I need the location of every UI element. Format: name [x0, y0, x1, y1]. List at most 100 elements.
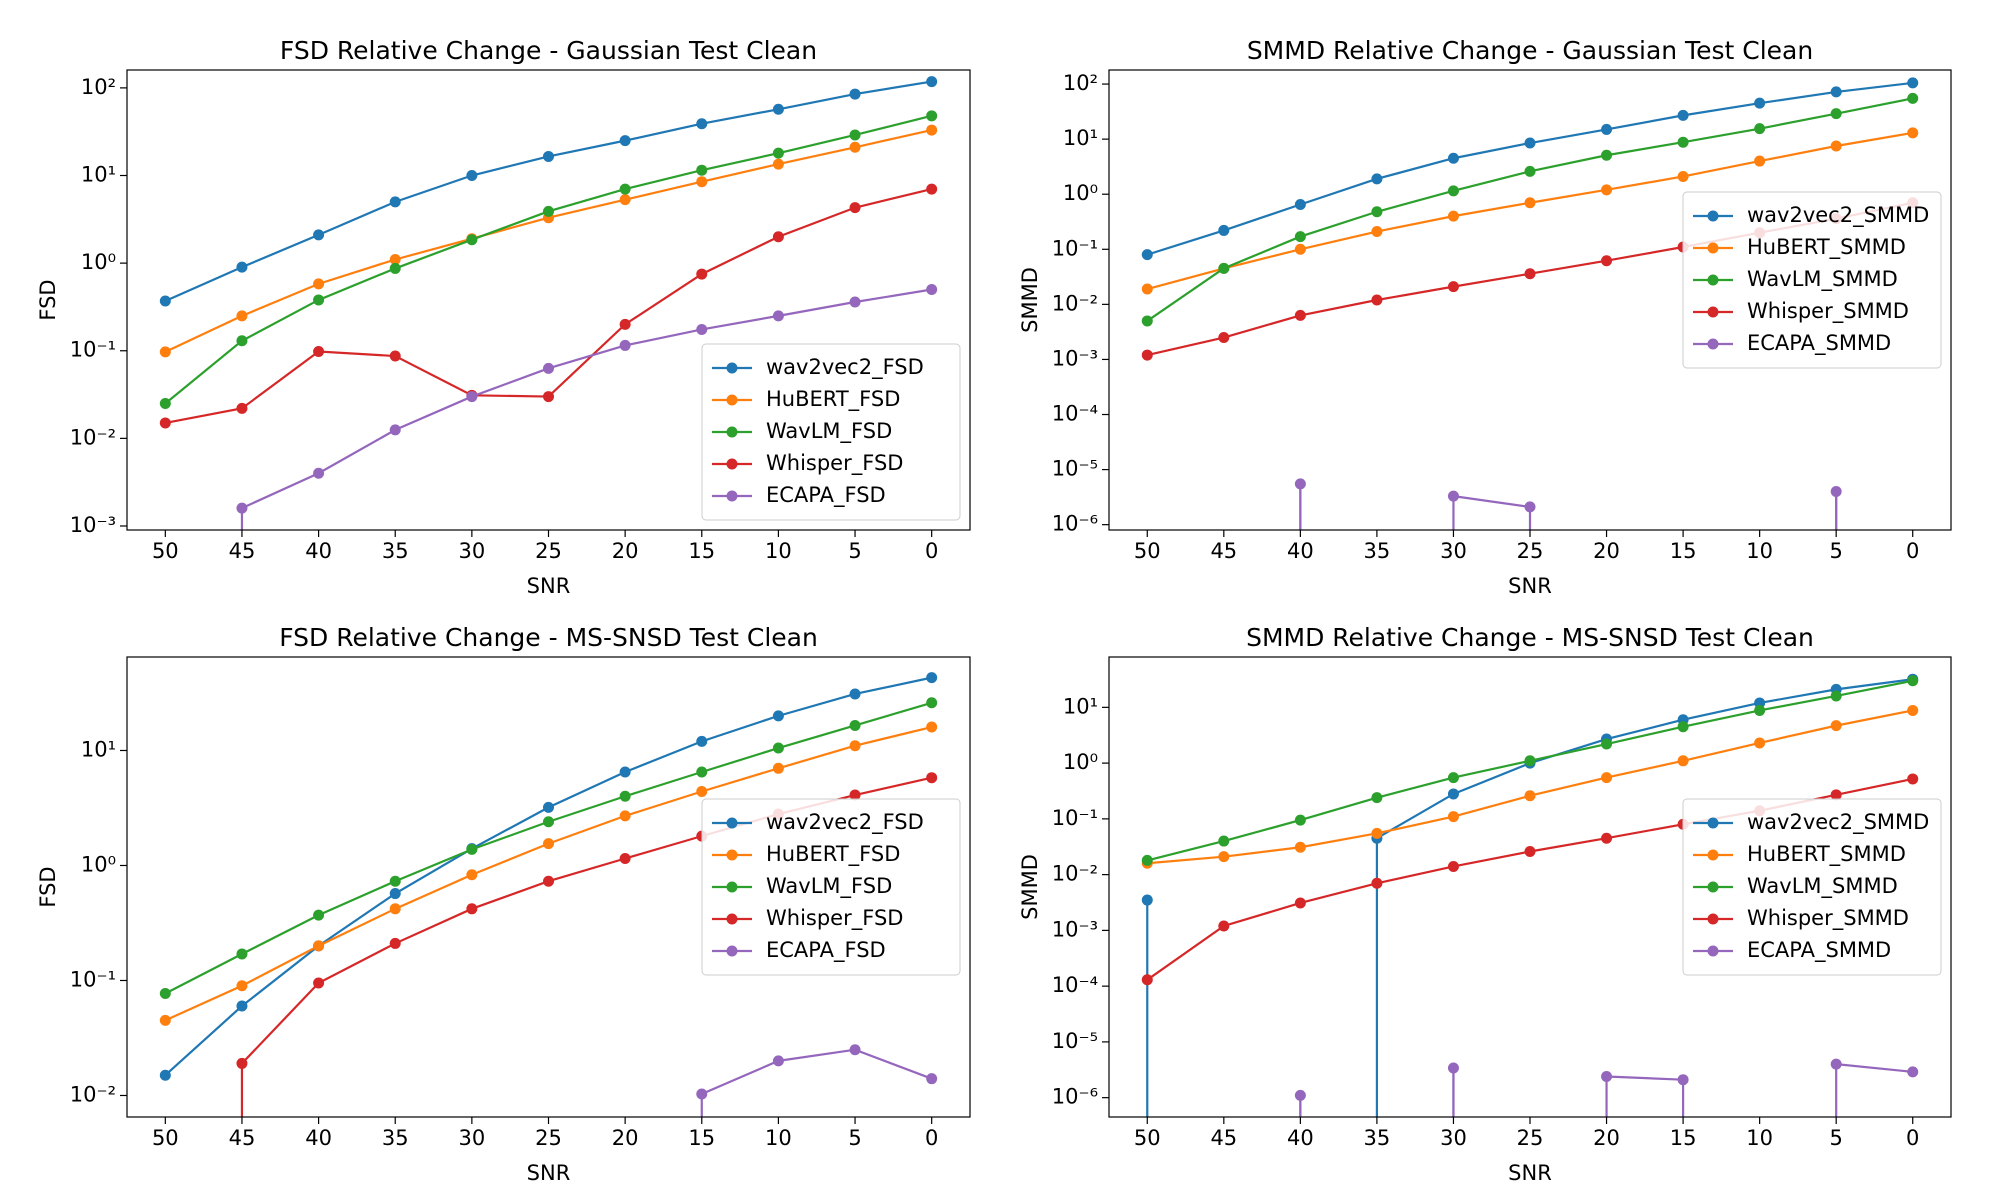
marker: [236, 261, 248, 273]
marker: [1677, 136, 1689, 148]
marker: [849, 719, 861, 731]
legend-marker: [1707, 338, 1719, 350]
subplot: SMMD Relative Change - MS-SNSD Test Clea…: [1018, 623, 1952, 1185]
marker: [696, 176, 708, 188]
x-tick-label: 0: [925, 539, 938, 563]
marker: [619, 194, 631, 206]
legend-marker: [726, 849, 738, 861]
subplot: FSD Relative Change - Gaussian Test Clea…: [36, 36, 971, 598]
marker: [1524, 501, 1536, 513]
legend-box: [701, 798, 961, 976]
marker: [1524, 790, 1536, 802]
marker: [619, 135, 631, 147]
marker: [619, 339, 631, 351]
legend-marker: [726, 490, 738, 502]
subplot-title: FSD Relative Change - Gaussian Test Clea…: [280, 36, 817, 65]
y-axis-label: SMMD: [1018, 854, 1042, 920]
y-tick-label: 10⁻⁴: [1052, 402, 1098, 426]
marker: [926, 772, 938, 784]
x-tick-label: 35: [382, 1126, 409, 1150]
marker: [926, 672, 938, 684]
marker: [236, 980, 248, 992]
marker: [389, 875, 401, 887]
legend-marker: [1707, 242, 1719, 254]
x-tick-label: 0: [1906, 539, 1919, 563]
legend-marker: [1707, 817, 1719, 829]
marker: [849, 141, 861, 153]
x-tick-label: 25: [535, 539, 562, 563]
legend-label: wav2vec2_SMMD: [1747, 203, 1929, 228]
x-tick-label: 30: [458, 1126, 485, 1150]
marker: [1141, 894, 1153, 906]
marker: [1677, 1074, 1689, 1086]
legend-marker: [726, 458, 738, 470]
marker: [389, 350, 401, 362]
marker: [619, 766, 631, 778]
marker: [389, 888, 401, 900]
x-tick-label: 0: [925, 1126, 938, 1150]
marker: [1907, 127, 1919, 139]
marker: [1371, 827, 1383, 839]
x-tick-label: 40: [1287, 539, 1314, 563]
y-tick-label: 10⁻¹: [70, 967, 116, 991]
marker: [926, 1073, 938, 1085]
marker: [1677, 755, 1689, 767]
marker: [543, 838, 554, 850]
y-tick-label: 10⁻¹: [70, 338, 116, 362]
marker: [1677, 109, 1689, 121]
marker: [159, 417, 171, 429]
marker: [313, 977, 325, 989]
marker: [1830, 108, 1842, 120]
marker: [1907, 675, 1919, 687]
x-tick-label: 25: [1517, 539, 1544, 563]
marker: [1830, 690, 1842, 702]
subplot: FSD Relative Change - MS-SNSD Test Clean…: [36, 623, 971, 1185]
marker: [159, 1069, 171, 1081]
marker: [1830, 1058, 1842, 1070]
x-axis-label: SNR: [1508, 574, 1552, 598]
marker: [1447, 772, 1459, 784]
axes-frame: [126, 69, 971, 531]
x-tick-label: 40: [305, 1126, 332, 1150]
marker: [1294, 231, 1306, 243]
legend-marker: [726, 426, 738, 438]
legend-label: wav2vec2_SMMD: [1747, 810, 1929, 835]
marker: [159, 988, 171, 1000]
y-tick-label: 10⁻³: [1052, 917, 1098, 941]
x-tick-label: 20: [1593, 1126, 1620, 1150]
marker: [1907, 92, 1919, 104]
x-tick-label: 0: [1906, 1126, 1919, 1150]
x-tick-label: 5: [848, 1126, 861, 1150]
legend-label: ECAPA_SMMD: [1747, 938, 1891, 963]
marker: [1830, 486, 1842, 498]
y-tick-label: 10⁻²: [70, 425, 116, 449]
legend-label: Whisper_FSD: [766, 451, 903, 476]
marker: [1294, 243, 1306, 255]
marker: [543, 391, 554, 403]
marker: [849, 296, 861, 308]
legend-marker: [726, 394, 738, 406]
marker: [1754, 123, 1766, 135]
x-tick-label: 10: [1746, 539, 1773, 563]
marker: [1218, 332, 1230, 344]
marker: [236, 948, 248, 960]
x-tick-label: 35: [1364, 539, 1391, 563]
y-tick-label: 10⁰: [1063, 750, 1098, 774]
marker: [772, 1055, 784, 1067]
series-line: [164, 80, 932, 302]
marker: [1677, 170, 1689, 182]
legend-label: Whisper_SMMD: [1747, 299, 1909, 324]
marker: [1601, 255, 1613, 267]
subplot: SMMD Relative Change - Gaussian Test Cle…: [1018, 36, 1952, 598]
marker: [772, 710, 784, 722]
marker: [696, 323, 708, 335]
marker: [772, 158, 784, 170]
marker: [1141, 315, 1153, 327]
x-axis-label: SNR: [527, 574, 571, 598]
legend: wav2vec2_FSD HuBERT_FSD WavLM_FSD Whisper_F…: [701, 798, 961, 976]
x-tick-label: 25: [535, 1126, 562, 1150]
marker: [1294, 199, 1306, 211]
marker: [313, 467, 325, 479]
marker: [619, 810, 631, 822]
marker: [1601, 772, 1613, 784]
